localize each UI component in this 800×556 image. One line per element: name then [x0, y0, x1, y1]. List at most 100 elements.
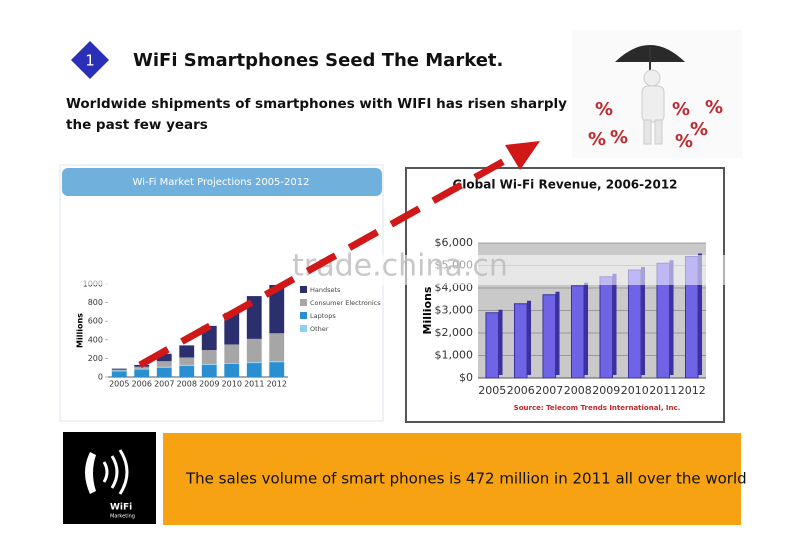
y-axis-label: Millions — [76, 313, 85, 348]
svg-text:%: % — [675, 131, 693, 152]
x-tick-label: 2009 — [199, 380, 219, 389]
x-tick-label: 2009 — [592, 384, 620, 397]
x-tick-label: 2008 — [177, 380, 197, 389]
bar — [485, 312, 500, 379]
x-tick-label: 2012 — [267, 380, 287, 389]
bar-segment — [201, 364, 217, 377]
chart-panel — [59, 164, 384, 422]
y-tick-label: $3,000 — [435, 304, 474, 317]
bar-side — [555, 291, 560, 375]
bar-segment — [224, 363, 240, 364]
svg-text:%: % — [595, 99, 613, 120]
svg-text:%: % — [690, 119, 708, 140]
bar — [570, 285, 585, 379]
x-tick-label: 2012 — [678, 384, 706, 397]
bar-side — [641, 267, 646, 375]
bar — [599, 276, 614, 379]
bar-segment — [156, 367, 172, 377]
bar-segment — [179, 365, 195, 377]
legend-swatch — [300, 325, 307, 332]
watermark: trade.china.cn — [292, 249, 508, 284]
source-note: Source: Telecom Trends International, In… — [514, 404, 681, 412]
y-tick-label: $1,000 — [435, 349, 474, 362]
bar-segment — [111, 370, 127, 372]
bar-segment — [201, 363, 217, 365]
y-tick-label: $0 — [459, 371, 473, 384]
y-tick-label: $2,000 — [435, 326, 474, 339]
bar-segment — [201, 350, 217, 364]
bar-segment — [156, 353, 172, 362]
bar-segment — [111, 368, 127, 370]
x-tick-label: 2006 — [132, 380, 152, 389]
legend-label: Other — [310, 325, 329, 333]
bar-segment — [269, 333, 285, 362]
umbrella-illustration: %%% %%%% — [572, 30, 742, 158]
bar-segment — [179, 364, 195, 366]
bar-segment — [156, 366, 172, 368]
bar-side — [698, 253, 703, 375]
banner-text: The sales volume of smart phones is 472 … — [185, 470, 747, 488]
svg-text:%: % — [588, 129, 606, 150]
x-tick-label: 2011 — [244, 380, 264, 389]
chart-title: Wi-Fi Market Projections 2005-2012 — [133, 177, 310, 188]
bar-side — [498, 309, 503, 375]
svg-text:%: % — [672, 99, 690, 120]
x-tick-label: 2010 — [621, 384, 649, 397]
x-tick-label: 2005 — [109, 380, 129, 389]
y-tick-label: 800 — [88, 298, 103, 307]
bar-segment — [134, 369, 150, 377]
bar-segment — [134, 368, 150, 370]
bar-side — [669, 260, 674, 375]
legend-label: Handsets — [310, 286, 341, 294]
chart-header — [62, 168, 382, 196]
bar-segment — [269, 361, 285, 363]
trend-arrow — [138, 151, 517, 369]
bar-segment — [246, 338, 262, 363]
legend-label: Laptops — [310, 312, 336, 320]
y-axis-label: Millions — [421, 286, 434, 334]
bar-segment — [179, 357, 195, 365]
x-tick-label: 2010 — [222, 380, 242, 389]
y-tick-label: 200 — [88, 354, 103, 363]
wave-icon — [102, 449, 129, 495]
bar-side — [612, 273, 617, 375]
y-tick-label: 600 — [88, 317, 103, 326]
x-tick-label: 2005 — [478, 384, 506, 397]
y-tick-label: 400 — [88, 335, 103, 344]
legend-label: Consumer Electronics — [310, 299, 381, 307]
icon-subtitle: Marketing — [110, 514, 135, 520]
bar — [542, 294, 557, 379]
bar-segment — [224, 344, 240, 364]
legend-swatch — [300, 299, 307, 306]
bar-segment — [269, 362, 285, 377]
banner — [163, 433, 741, 525]
x-tick-label: 2007 — [154, 380, 174, 389]
section-number: 1 — [85, 52, 95, 70]
bar-segment — [111, 369, 127, 371]
subtitle-line: Worldwide shipments of smartphones with … — [66, 96, 586, 112]
icon-title: WiFi — [110, 503, 132, 513]
bar — [513, 303, 528, 379]
bar-side — [584, 282, 589, 375]
bar-segment — [269, 284, 285, 334]
watermark-band — [80, 255, 730, 285]
y-tick-label: 0 — [98, 373, 103, 382]
bar-side — [527, 300, 532, 375]
x-tick-label: 2011 — [649, 384, 677, 397]
legend-swatch — [300, 312, 307, 319]
x-tick-label: 2006 — [507, 384, 535, 397]
x-tick-label: 2007 — [535, 384, 563, 397]
legend-swatch — [300, 286, 307, 293]
svg-text:%: % — [610, 127, 628, 148]
bar-segment — [246, 363, 262, 377]
bar-segment — [224, 363, 240, 377]
bar-segment — [156, 361, 172, 367]
arrow-head — [505, 141, 540, 170]
subtitle-line: the past few years — [66, 117, 208, 133]
bar-segment — [179, 345, 195, 358]
bar-segment — [246, 362, 262, 364]
bar — [627, 269, 642, 379]
bar-segment — [224, 312, 240, 345]
bar-segment — [111, 371, 127, 377]
